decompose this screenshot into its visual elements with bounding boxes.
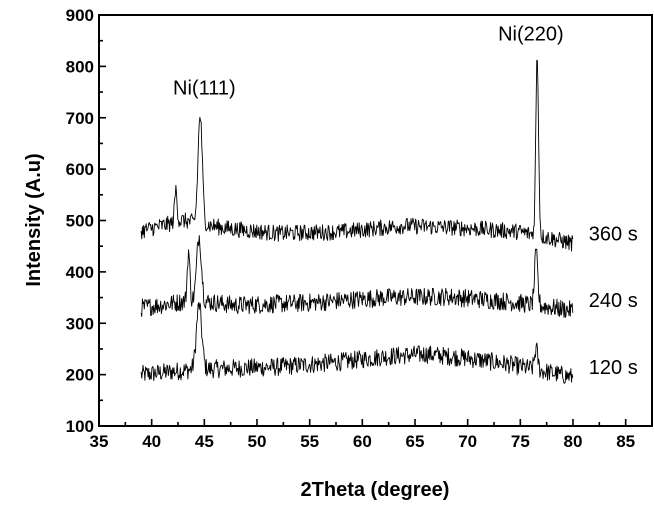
x-axis-title: 2Theta (degree) bbox=[301, 479, 450, 501]
x-tick-label: 65 bbox=[406, 432, 425, 451]
x-tick-label: 45 bbox=[195, 432, 214, 451]
x-tick-label: 35 bbox=[90, 432, 109, 451]
series-label: 240 s bbox=[589, 290, 638, 312]
y-tick-label: 100 bbox=[66, 417, 94, 436]
y-tick-label: 200 bbox=[66, 366, 94, 385]
x-tick-label: 55 bbox=[300, 432, 319, 451]
x-tick-label: 40 bbox=[142, 432, 161, 451]
y-tick-label: 400 bbox=[66, 263, 94, 282]
series-label: 120 s bbox=[589, 357, 638, 379]
y-tick-label: 600 bbox=[66, 160, 94, 179]
x-tick-label: 60 bbox=[353, 432, 372, 451]
plot-frame bbox=[98, 14, 653, 427]
x-tick-label: 70 bbox=[458, 432, 477, 451]
series-traces bbox=[140, 59, 574, 384]
peak-label: Ni(220) bbox=[498, 24, 564, 46]
series-label: 360 s bbox=[589, 223, 638, 245]
series-trace bbox=[140, 235, 574, 318]
y-tick-label: 800 bbox=[66, 57, 94, 76]
series-trace bbox=[140, 302, 574, 384]
y-tick-label: 900 bbox=[66, 6, 94, 25]
series-trace bbox=[140, 59, 574, 252]
peak-label: Ni(111) bbox=[173, 78, 236, 100]
x-tick-label: 85 bbox=[616, 432, 635, 451]
series-labels: 120 s 240 s 360 s bbox=[589, 223, 638, 379]
y-tick-label: 700 bbox=[66, 109, 94, 128]
x-tick-label: 75 bbox=[511, 432, 530, 451]
y-tick-label: 300 bbox=[66, 314, 94, 333]
y-axis-title: Intensity (A.u) bbox=[23, 153, 45, 286]
y-tick-label: 500 bbox=[66, 212, 94, 231]
peak-annotations: Ni(111) Ni(220) bbox=[173, 24, 564, 100]
x-ticks: 35 40 45 50 55 60 65 70 75 80 85 bbox=[90, 419, 635, 451]
x-tick-label: 50 bbox=[248, 432, 267, 451]
x-tick-label: 80 bbox=[564, 432, 583, 451]
